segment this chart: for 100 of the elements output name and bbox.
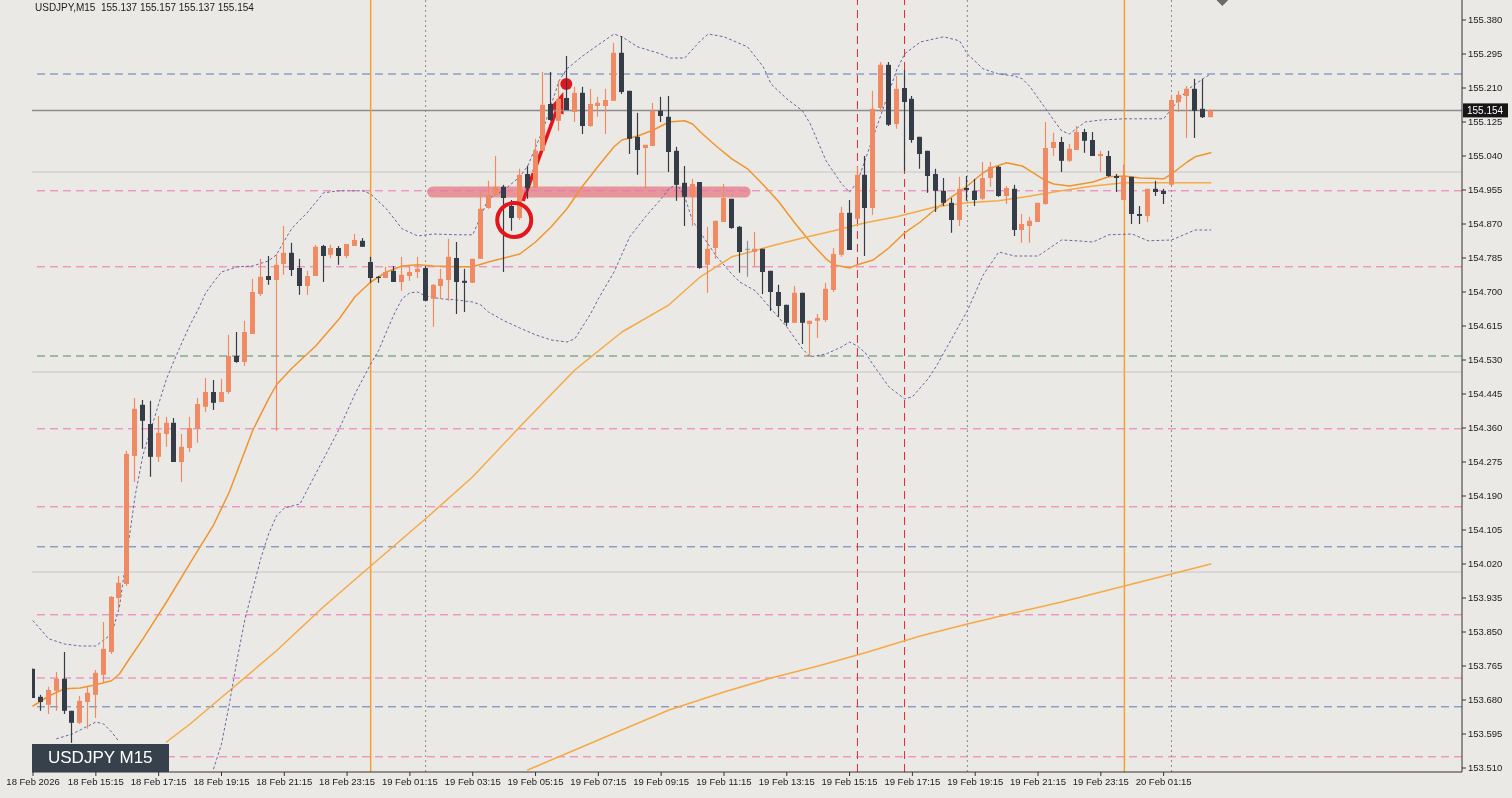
candlestick bbox=[635, 112, 640, 176]
y-tick-label: 154.700 bbox=[1468, 286, 1503, 298]
candlestick bbox=[446, 238, 451, 302]
x-tick-label: 19 Feb 09:15 bbox=[633, 775, 690, 787]
y-tick-label: 154.615 bbox=[1468, 320, 1503, 332]
candlestick bbox=[988, 161, 993, 188]
candlestick bbox=[949, 197, 954, 234]
candlestick bbox=[752, 231, 757, 268]
candlestick bbox=[462, 268, 467, 313]
candlestick bbox=[1121, 164, 1126, 201]
candlestick bbox=[116, 575, 121, 610]
y-tick-label: 154.360 bbox=[1468, 422, 1503, 434]
y-tick-label: 154.785 bbox=[1468, 252, 1503, 264]
line-series bbox=[526, 563, 1212, 771]
y-tick-label: 153.680 bbox=[1468, 694, 1503, 706]
x-tick-label: 18 Feb 2026 bbox=[6, 775, 60, 787]
candlestick bbox=[203, 377, 208, 413]
candlestick bbox=[281, 225, 286, 276]
line-series bbox=[32, 33, 1212, 647]
candlestick bbox=[980, 161, 985, 201]
candlestick bbox=[297, 258, 302, 296]
candlestick bbox=[588, 88, 593, 128]
candlestick bbox=[964, 175, 969, 202]
candlestick bbox=[77, 695, 82, 725]
candlestick bbox=[164, 416, 169, 448]
x-tick-label: 19 Feb 11:15 bbox=[696, 775, 752, 787]
candlestick bbox=[572, 86, 577, 123]
candlestick bbox=[972, 178, 977, 207]
x-tick-label: 18 Feb 19:15 bbox=[193, 775, 250, 787]
candlestick bbox=[1027, 216, 1032, 244]
y-tick-label: 153.850 bbox=[1468, 626, 1503, 638]
candlestick bbox=[211, 379, 216, 411]
candlestick bbox=[643, 144, 648, 189]
x-tick-label: 19 Feb 17:15 bbox=[884, 775, 941, 787]
candlestick bbox=[933, 168, 938, 213]
candlestick bbox=[556, 80, 561, 132]
y-tick-label: 154.275 bbox=[1468, 456, 1503, 468]
ref-line-label: 155.154 bbox=[1467, 104, 1504, 116]
candlestick bbox=[266, 255, 271, 286]
y-tick-label: 153.765 bbox=[1468, 660, 1503, 672]
candlestick bbox=[760, 248, 765, 295]
x-tick-label: 19 Feb 07:15 bbox=[570, 775, 627, 787]
y-tick-label: 154.870 bbox=[1468, 218, 1503, 230]
candlestick bbox=[815, 313, 820, 339]
x-tick-label: 18 Feb 21:15 bbox=[256, 775, 313, 787]
candlestick bbox=[415, 256, 420, 279]
x-tick-label: 18 Feb 17:15 bbox=[130, 775, 187, 787]
y-tick-label: 154.445 bbox=[1468, 388, 1503, 400]
candlestick bbox=[941, 177, 946, 207]
candlestick bbox=[745, 240, 750, 278]
candlestick bbox=[156, 415, 161, 463]
candlestick bbox=[305, 270, 310, 296]
candlestick bbox=[501, 184, 506, 273]
candlestick bbox=[917, 136, 922, 170]
candlestick bbox=[54, 671, 59, 712]
candlestick bbox=[1082, 128, 1087, 154]
candlestick bbox=[1051, 132, 1056, 157]
candlestick bbox=[1019, 213, 1024, 244]
x-tick-label: 19 Feb 03:15 bbox=[444, 775, 501, 787]
candlestick bbox=[705, 226, 710, 294]
x-tick-label: 19 Feb 23:15 bbox=[1072, 775, 1129, 787]
candlestick bbox=[682, 165, 687, 227]
candlestick bbox=[486, 180, 491, 210]
y-tick-label: 153.510 bbox=[1468, 762, 1503, 774]
x-tick-label: 19 Feb 15:15 bbox=[821, 775, 878, 787]
candlestick bbox=[438, 268, 443, 300]
candlestick bbox=[321, 244, 326, 283]
y-tick-label: 153.595 bbox=[1468, 728, 1503, 740]
candlestick bbox=[1200, 78, 1205, 119]
y-tick-label: 155.040 bbox=[1468, 150, 1503, 162]
x-tick-label: 19 Feb 19:15 bbox=[947, 775, 1004, 787]
x-tick-label: 19 Feb 01:15 bbox=[381, 775, 438, 787]
candlestick bbox=[179, 433, 184, 483]
candlestick bbox=[399, 256, 404, 292]
y-tick-label: 154.955 bbox=[1468, 184, 1503, 196]
x-tick-label: 19 Feb 21:15 bbox=[1010, 775, 1067, 787]
candlestick bbox=[902, 69, 907, 172]
candlestick bbox=[525, 165, 530, 200]
y-tick-label: 155.210 bbox=[1468, 82, 1503, 94]
y-tick-label: 155.125 bbox=[1468, 116, 1503, 128]
candlestick bbox=[187, 416, 192, 453]
y-tick-label: 154.190 bbox=[1468, 490, 1503, 502]
candlestick bbox=[46, 686, 51, 715]
candlestick bbox=[1176, 90, 1181, 113]
candlestick bbox=[368, 256, 373, 284]
y-tick-label: 154.530 bbox=[1468, 354, 1503, 366]
chart-title: USDJPY,M15 155.137 155.157 155.137 155.154 bbox=[35, 2, 254, 14]
candlestick bbox=[289, 242, 294, 277]
x-tick-label: 19 Feb 05:15 bbox=[507, 775, 564, 787]
x-tick-label: 18 Feb 23:15 bbox=[319, 775, 376, 787]
y-tick-label: 154.105 bbox=[1468, 524, 1503, 536]
candlestick bbox=[509, 199, 514, 232]
candlestick bbox=[1192, 78, 1197, 139]
y-tick-label: 155.380 bbox=[1468, 14, 1503, 26]
candlestick bbox=[807, 320, 812, 358]
candlestick bbox=[85, 686, 90, 730]
x-tick-label: 18 Feb 15:15 bbox=[67, 775, 124, 787]
candlestick bbox=[603, 88, 608, 135]
candlestick bbox=[93, 669, 98, 719]
candlestick bbox=[431, 283, 436, 328]
